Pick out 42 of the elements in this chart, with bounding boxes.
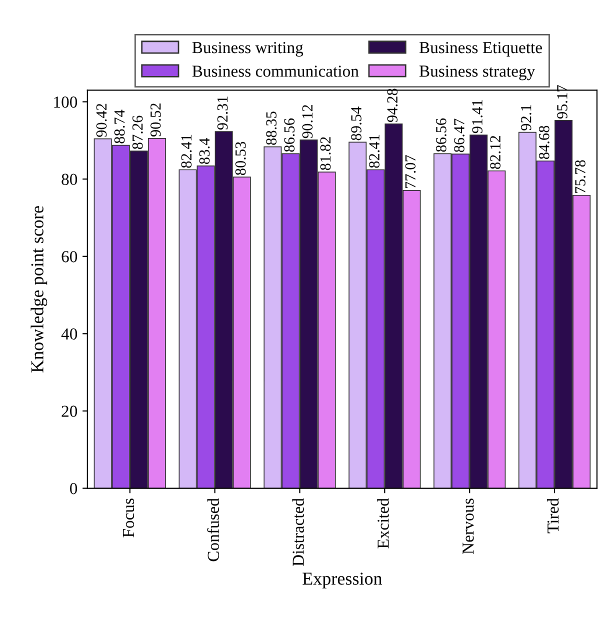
data-label: 87.26	[132, 116, 143, 150]
data-label: 88.74	[114, 110, 125, 144]
data-label: 86.56	[436, 118, 446, 152]
x-tick-label: Distracted	[292, 498, 304, 566]
data-label: 92.31	[217, 96, 228, 130]
data-label: 91.41	[472, 100, 482, 134]
data-label: 84.68	[539, 126, 550, 160]
data-label: 89.54	[351, 106, 362, 140]
y-tick-label: 60	[62, 251, 78, 262]
legend-label: Business Etiquette	[419, 42, 542, 57]
y-tick-label: 40	[61, 328, 78, 340]
legend-label: Business strategy	[419, 66, 536, 80]
data-label: 90.12	[302, 105, 313, 138]
data-label: 88.35	[266, 112, 277, 145]
data-label: 90.52	[150, 104, 161, 137]
x-tick-label: Excited	[377, 498, 389, 548]
data-label: 90.42	[96, 104, 107, 137]
data-label: 82.41	[369, 134, 380, 168]
data-label: 80.53	[235, 142, 246, 176]
x-tick-label: Nervous	[462, 498, 474, 554]
data-label: 82.41	[181, 134, 192, 168]
y-tick-label: 0	[70, 482, 78, 494]
x-tick-label: Focus	[122, 498, 134, 538]
legend-label: Business writing	[192, 42, 304, 57]
data-label: 92.1	[520, 105, 532, 130]
data-label: 95.17	[557, 85, 568, 119]
y-tick-label: 100	[54, 96, 78, 108]
data-label: 77.07	[405, 155, 416, 188]
data-label: 75.78	[575, 160, 586, 193]
data-label: 81.82	[320, 137, 331, 170]
y-axis-title: Knowledge point score	[30, 206, 48, 372]
x-tick-label: Confused	[207, 498, 219, 562]
y-tick-label: 20	[62, 406, 78, 417]
legend-label: Business communication	[192, 66, 359, 77]
data-label: 86.47	[454, 118, 464, 152]
x-tick-label: Tired	[546, 498, 559, 534]
y-tick-label: 80	[62, 174, 78, 186]
x-axis-title: Expression	[302, 572, 382, 588]
data-label: 82.12	[490, 136, 501, 169]
data-label: 86.56	[284, 118, 295, 152]
data-label: 83.4	[199, 138, 210, 164]
data-label: 94.28	[387, 88, 398, 122]
